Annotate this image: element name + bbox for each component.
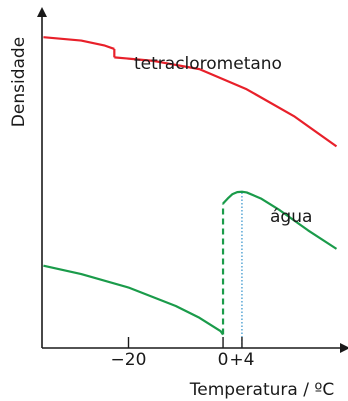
series-label-tetraclorometano: tetraclorometano: [134, 54, 282, 74]
x-tick-label-0: −20: [111, 350, 147, 370]
series-1-segment-2: [222, 190, 338, 250]
x-tick-label-2: +4: [229, 350, 254, 370]
tick-layer: −20 0 +4: [111, 337, 254, 370]
series-1: [43, 190, 338, 336]
axes: [37, 7, 348, 353]
series-layer: [43, 36, 338, 336]
series-label-agua: água: [270, 207, 312, 227]
x-tick-label-1: 0: [218, 350, 229, 370]
y-axis-label: Densidade: [9, 37, 29, 127]
series-0: [43, 36, 338, 148]
series-0-segment-0: [43, 36, 115, 50]
series-0-segment-2: [114, 56, 338, 148]
x-axis-label: Temperatura / ºC: [189, 380, 334, 400]
series-1-segment-0: [43, 264, 224, 336]
